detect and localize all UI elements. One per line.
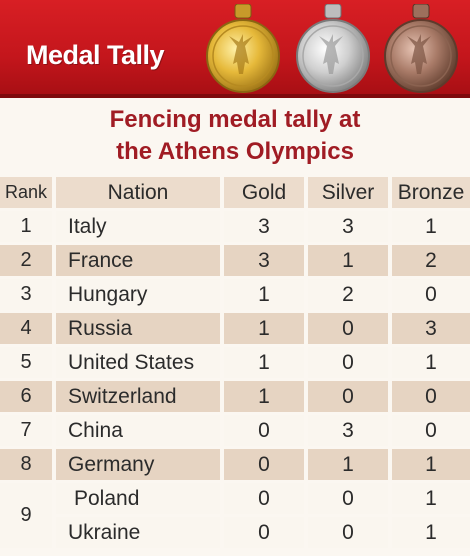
table-header-row: Rank Nation Gold Silver Bronze bbox=[0, 177, 470, 208]
nation-cell: United States bbox=[52, 347, 220, 378]
medal-table: Rank Nation Gold Silver Bronze 1 Italy 3… bbox=[0, 174, 470, 551]
silver-cell: 3 bbox=[304, 415, 388, 446]
table-row: 7 China 0 3 0 bbox=[0, 415, 470, 446]
silver-cell: 1 bbox=[304, 449, 388, 480]
gold-cell: 1 bbox=[220, 381, 304, 412]
rank-cell: 2 bbox=[0, 245, 52, 276]
bronze-cell: 3 bbox=[388, 313, 470, 344]
table-row: 5 United States 1 0 1 bbox=[0, 347, 470, 378]
bronze-cell: 1 bbox=[388, 483, 470, 514]
nation-cell: Ukraine bbox=[52, 517, 220, 548]
gold-medal-icon bbox=[206, 4, 280, 93]
nation-cell: Germany bbox=[52, 449, 220, 480]
rank-cell: 3 bbox=[0, 279, 52, 310]
table-row: 9 Poland 0 0 1 bbox=[0, 483, 470, 548]
silver-cell: 0 bbox=[304, 517, 388, 548]
bronze-cell: 0 bbox=[388, 415, 470, 446]
header-rank: Rank bbox=[0, 177, 52, 208]
silver-cell: 3 bbox=[304, 211, 388, 242]
table-row: 3 Hungary 1 2 0 bbox=[0, 279, 470, 310]
gold-cell: 3 bbox=[220, 211, 304, 242]
table-heading: Fencing medal tally at the Athens Olympi… bbox=[0, 104, 470, 168]
bronze-cell: 0 bbox=[388, 381, 470, 412]
silver-medal-icon bbox=[296, 4, 370, 93]
gold-cell: 1 bbox=[220, 313, 304, 344]
header-bronze: Bronze bbox=[388, 177, 470, 208]
rank-cell: 1 bbox=[0, 211, 52, 242]
nation-cell: France bbox=[52, 245, 220, 276]
gold-cell: 0 bbox=[220, 517, 304, 548]
gold-cell: 1 bbox=[220, 279, 304, 310]
silver-cell: 0 bbox=[304, 381, 388, 412]
rank-cell: 6 bbox=[0, 381, 52, 412]
gold-cell: 0 bbox=[220, 483, 304, 514]
nation-cell: Russia bbox=[52, 313, 220, 344]
bronze-cell: 0 bbox=[388, 279, 470, 310]
nation-cell: China bbox=[52, 415, 220, 446]
bronze-cell: 1 bbox=[388, 347, 470, 378]
bronze-cell: 1 bbox=[388, 449, 470, 480]
bronze-medal-icon bbox=[384, 4, 458, 93]
table-row: 2 France 3 1 2 bbox=[0, 245, 470, 276]
header-nation: Nation bbox=[52, 177, 220, 208]
rank-cell: 7 bbox=[0, 415, 52, 446]
table-row: 4 Russia 1 0 3 bbox=[0, 313, 470, 344]
rank-cell: 4 bbox=[0, 313, 52, 344]
silver-cell: 0 bbox=[304, 483, 388, 514]
gold-cell: 0 bbox=[220, 449, 304, 480]
silver-cell: 0 bbox=[304, 347, 388, 378]
heading-line-2: the Athens Olympics bbox=[116, 138, 354, 165]
silver-cell: 0 bbox=[304, 313, 388, 344]
rank-cell: 8 bbox=[0, 449, 52, 480]
bronze-cell: 1 bbox=[388, 211, 470, 242]
nation-cell: Hungary bbox=[52, 279, 220, 310]
header-gold: Gold bbox=[220, 177, 304, 208]
silver-cell: 2 bbox=[304, 279, 388, 310]
gold-cell: 1 bbox=[220, 347, 304, 378]
gold-cell: 3 bbox=[220, 245, 304, 276]
nation-cell: Italy bbox=[52, 211, 220, 242]
heading-line-1: Fencing medal tally at bbox=[109, 106, 361, 133]
banner-title: Medal Tally bbox=[26, 40, 165, 70]
silver-cell: 1 bbox=[304, 245, 388, 276]
nation-cell: Switzerland bbox=[52, 381, 220, 412]
rank-cell: 5 bbox=[0, 347, 52, 378]
rank-cell: 9 bbox=[0, 483, 52, 548]
bronze-cell: 2 bbox=[388, 245, 470, 276]
table-row: 1 Italy 3 3 1 bbox=[0, 211, 470, 242]
header-banner: Medal Tally bbox=[0, 0, 470, 98]
bronze-cell: 1 bbox=[388, 517, 470, 548]
table-row: 8 Germany 0 1 1 bbox=[0, 449, 470, 480]
table-row: 6 Switzerland 1 0 0 bbox=[0, 381, 470, 412]
gold-cell: 0 bbox=[220, 415, 304, 446]
header-silver: Silver bbox=[304, 177, 388, 208]
table-row: Ukraine 0 0 1 bbox=[0, 517, 470, 548]
nation-cell: Poland bbox=[52, 483, 220, 514]
